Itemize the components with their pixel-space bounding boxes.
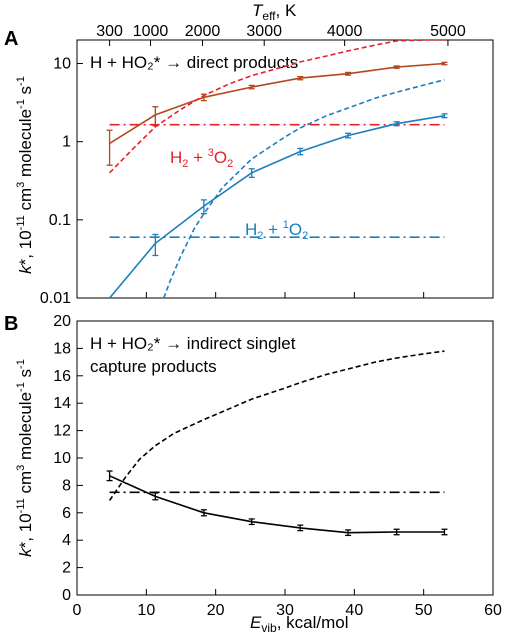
panel-b-y-k: k <box>16 547 35 557</box>
panel-b-y-tick-label: 14 <box>53 395 71 412</box>
panel-a-y-axis-label: k*, 10-11 cm3 molecule-1 s-1 <box>15 76 35 274</box>
panel-b-x-tick-label: 60 <box>484 602 502 619</box>
panel-a-series-4-line <box>108 114 445 299</box>
x-axis-label-tail: , kcal/mol <box>277 613 349 632</box>
panel-a-y-tick-label: 1 <box>62 134 71 151</box>
panel-b-y-part1: *, 10 <box>16 513 35 548</box>
panel-b-y-tick-label: 10 <box>53 450 71 467</box>
panel-b-y-part3: molecule <box>16 392 35 465</box>
panel-b-annotation-line2: capture products <box>90 357 217 376</box>
top-axis-title-sub: eff <box>262 9 276 23</box>
x-axis-label-main: E <box>250 613 262 632</box>
h2-singlet-label-sub: 2 <box>257 230 263 242</box>
panel-b-y-tick-label: 18 <box>53 340 71 357</box>
panel-b-y-tick-label: 20 <box>53 313 71 330</box>
top-axis-tick-label: 3000 <box>246 23 282 40</box>
panel-b-annotation-line1: H + HO₂* → indirect singlet <box>90 334 296 353</box>
panel-b-x-tick-label: 10 <box>137 602 155 619</box>
h2-singlet-label-sub2: 2 <box>302 230 308 242</box>
panel-a-plot-area <box>76 39 494 299</box>
panel-b-y-part2: cm <box>16 471 35 498</box>
panel-a-y-exp3: -1 <box>15 99 27 109</box>
h2-singlet-label-h: H <box>245 220 257 239</box>
panel-a-y-part3: molecule <box>16 109 35 182</box>
h2-singlet-label-o: O <box>289 220 302 239</box>
panel-b-y-tick-label: 0 <box>62 587 71 604</box>
h2-triplet-label-sub: 2 <box>182 158 188 170</box>
h2-triplet-label-h: H <box>170 148 182 167</box>
x-axis-label: Evib, kcal/mol <box>250 613 348 635</box>
panel-a-y-tick-label: 0.1 <box>49 212 71 229</box>
h2-triplet-label-sub2: 2 <box>227 158 233 170</box>
x-axis-label-sub: vib <box>261 621 277 635</box>
top-axis-title-unit: , K <box>276 1 297 20</box>
top-axis-tick-label: 300 <box>96 23 123 40</box>
top-axis-tick-label: 2000 <box>185 23 221 40</box>
panel-a-label: A <box>4 28 18 50</box>
panel-a-y-exp4: -1 <box>15 76 27 86</box>
top-axis-tick-label: 4000 <box>327 23 363 40</box>
panel-b-series-0-line <box>109 475 445 534</box>
h2-singlet-label-sup: 1 <box>283 219 289 231</box>
panel-b-y-tick-label: 8 <box>62 477 71 494</box>
panel-a-y-tick-label: 0.01 <box>40 290 71 307</box>
panel-a-y-exp1: -11 <box>15 215 27 230</box>
panel-b-x-tick-label: 20 <box>207 602 225 619</box>
panel-b-y-exp2: 3 <box>15 465 27 471</box>
panel-a-y-tick-label: 10 <box>53 56 71 73</box>
top-axis-tick-label: 5000 <box>430 23 466 40</box>
h2-singlet-label-plus: + <box>263 220 282 239</box>
panel-b-y-tick-label: 12 <box>53 423 71 440</box>
series-label-h2-triplet-o2: H2 + 3O2 <box>170 147 233 170</box>
panel-b-y-axis-label: k*, 10-11 cm3 molecule-1 s-1 <box>15 359 35 557</box>
panel-a-y-k: k <box>16 264 35 274</box>
panel-a-y-exp2: 3 <box>15 182 27 188</box>
panel-a-y-part2: cm <box>16 188 35 215</box>
h2-triplet-label-sup: 3 <box>208 147 214 159</box>
series-label-h2-singlet-o2: H2 + 1O2 <box>245 219 308 242</box>
panel-b-label: B <box>4 313 18 335</box>
h2-triplet-label-o: O <box>214 148 227 167</box>
top-axis-title: Teff, K <box>252 1 297 23</box>
panel-a-series-1-line <box>109 62 445 145</box>
panel-a-annotation: H + HO₂* → direct products <box>90 53 298 72</box>
panel-a-y-part4: s <box>16 86 35 99</box>
h2-triplet-label-plus: + <box>188 148 207 167</box>
top-axis-tick-label: 1000 <box>133 23 169 40</box>
panel-b-x-tick-label: 0 <box>73 602 82 619</box>
panel-b-x-tick-label: 50 <box>415 602 433 619</box>
top-axis-title-main: T <box>252 1 264 20</box>
panel-b-y-exp1: -11 <box>15 498 27 513</box>
panel-b-y-tick-label: 4 <box>62 532 71 549</box>
panel-b-x-tick-label: 40 <box>345 602 363 619</box>
panel-b-y-exp4: -1 <box>15 359 27 369</box>
panel-b-y-part4: s <box>16 369 35 382</box>
panel-a-y-part1: *, 10 <box>16 230 35 265</box>
panel-b-y-tick-label: 16 <box>53 368 71 385</box>
panel-b-y-exp3: -1 <box>15 382 27 392</box>
panel-a-series-2-line <box>109 39 445 174</box>
panel-a-series-5-line <box>162 79 445 299</box>
panel-b-y-tick-label: 2 <box>62 560 71 577</box>
panel-b-series-1-line <box>108 350 445 501</box>
panel-b-x-tick-label: 30 <box>276 602 294 619</box>
panel-b-y-tick-label: 6 <box>62 505 71 522</box>
